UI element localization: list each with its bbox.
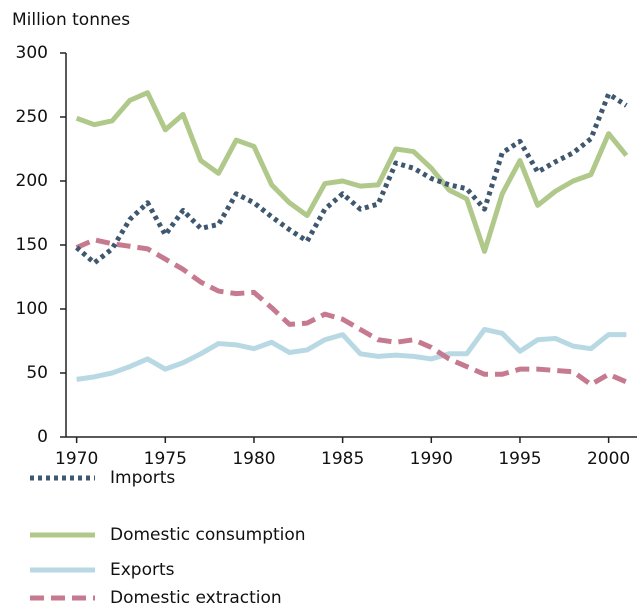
- y-tick-label: 250: [16, 107, 48, 127]
- x-tick-label: 1980: [232, 449, 275, 469]
- legend-label: Exports: [110, 560, 175, 580]
- y-axis-label: Million tonnes: [12, 10, 130, 30]
- y-tick-label: 150: [16, 235, 48, 255]
- legend-label: Domestic consumption: [110, 525, 306, 545]
- x-tick-label: 1970: [55, 449, 98, 469]
- series-line: [75, 91, 628, 266]
- x-tick-label: 1985: [321, 449, 364, 469]
- series-line: [75, 237, 628, 388]
- y-tick-label: 300: [16, 43, 48, 63]
- y-tick-label: 100: [16, 299, 48, 319]
- y-tick-label: 200: [16, 171, 48, 191]
- x-tick-label: 1995: [498, 449, 541, 469]
- legend-label: Imports: [110, 468, 175, 488]
- series-line: [75, 90, 629, 254]
- y-tick-label: 50: [26, 363, 48, 383]
- x-tick-label: 1975: [144, 449, 187, 469]
- y-tick-label: 0: [37, 427, 48, 447]
- x-tick-label: 1990: [410, 449, 453, 469]
- series-line: [76, 326, 627, 382]
- x-tick-label: 2000: [587, 449, 630, 469]
- legend-label: Domestic extraction: [110, 588, 282, 605]
